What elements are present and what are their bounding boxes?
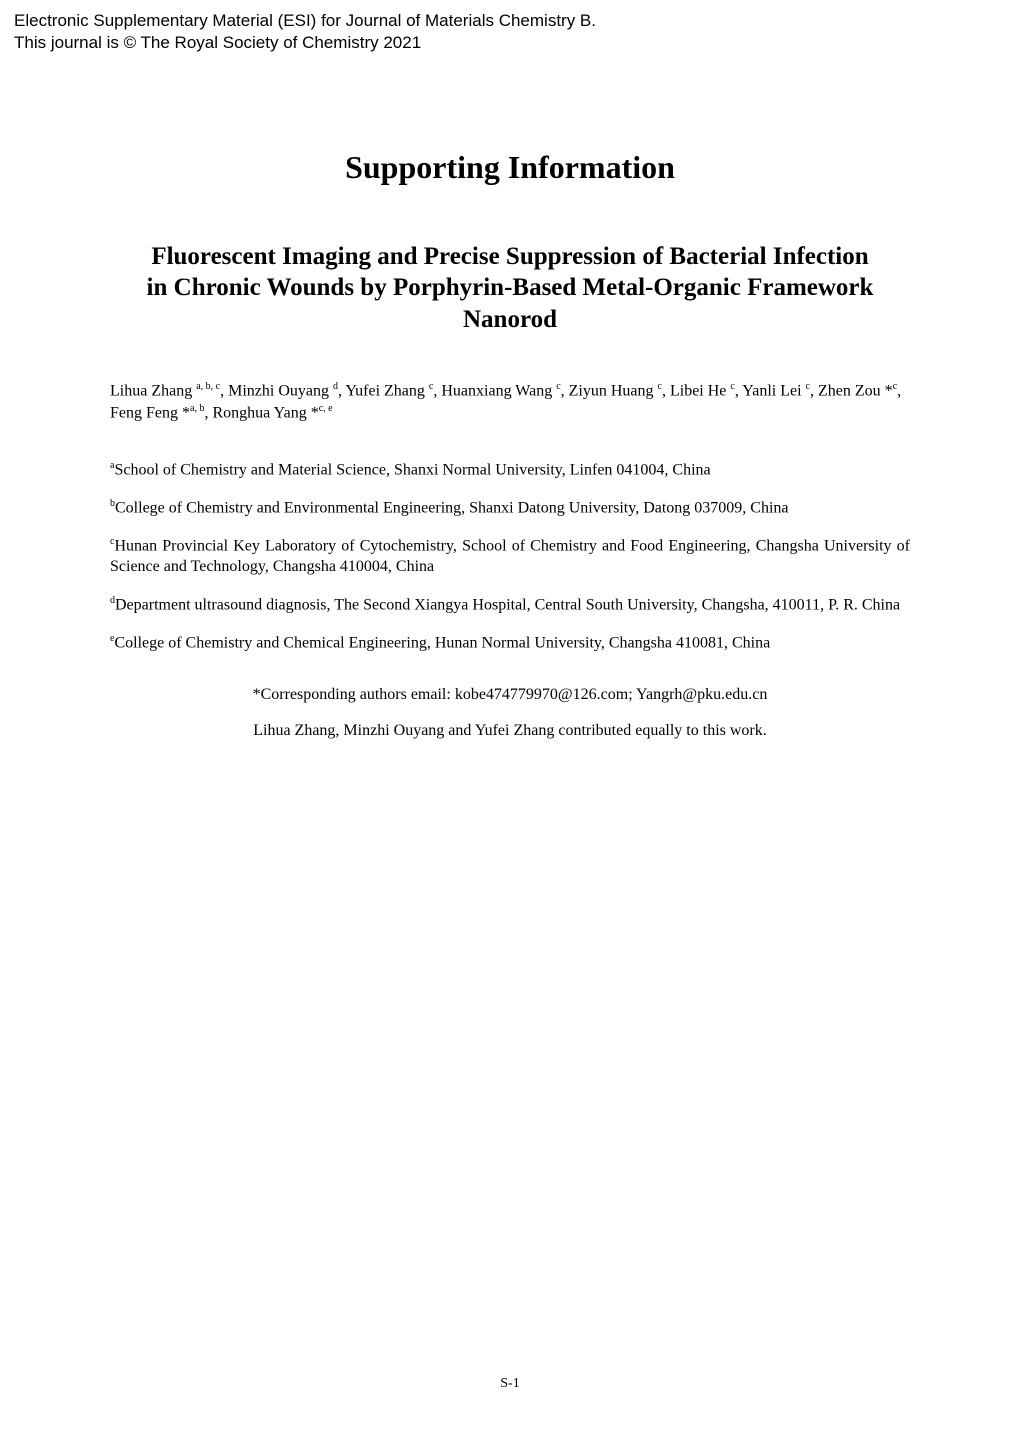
main-title: Supporting Information <box>110 149 910 186</box>
affil-text: College of Chemistry and Chemical Engine… <box>114 634 770 651</box>
corresponding-authors: *Corresponding authors email: kobe474779… <box>110 686 910 704</box>
affiliation-a: aSchool of Chemistry and Material Scienc… <box>110 459 910 481</box>
author-affil-sup: a, b <box>190 403 204 414</box>
affil-text: College of Chemistry and Environmental E… <box>115 499 789 516</box>
author-sep: , Yufei Zhang <box>338 382 429 399</box>
affiliation-e: eCollege of Chemistry and Chemical Engin… <box>110 632 910 654</box>
author-affil-sup: c, e <box>319 403 333 414</box>
page-number: S-1 <box>0 1376 1020 1392</box>
author-sep: , Yanli Lei <box>735 382 806 399</box>
esi-header: Electronic Supplementary Material (ESI) … <box>0 0 1020 54</box>
author-sep: , <box>810 382 818 399</box>
author-sep: , <box>220 382 228 399</box>
affiliation-b: bCollege of Chemistry and Environmental … <box>110 497 910 519</box>
author-sep: , Ronghua Yang * <box>204 404 318 421</box>
article-subtitle: Fluorescent Imaging and Precise Suppress… <box>140 241 880 335</box>
author-name: Minzhi Ouyang <box>228 382 333 399</box>
affiliation-c: cHunan Provincial Key Laboratory of Cyto… <box>110 535 910 578</box>
contribution-note: Lihua Zhang, Minzhi Ouyang and Yufei Zha… <box>110 722 910 740</box>
esi-line-1: Electronic Supplementary Material (ESI) … <box>14 10 1006 32</box>
author-sep: , Libei He <box>662 382 730 399</box>
authors-list: Lihua Zhang a, b, c, Minzhi Ouyang d, Yu… <box>110 380 910 424</box>
affil-text: Department ultrasound diagnosis, The Sec… <box>115 596 900 613</box>
affiliation-d: dDepartment ultrasound diagnosis, The Se… <box>110 594 910 616</box>
author-affil-sup: a, b, c <box>196 381 220 392</box>
author-sep: , Huanxiang Wang <box>433 382 556 399</box>
esi-line-2: This journal is © The Royal Society of C… <box>14 32 1006 54</box>
affil-text: Hunan Provincial Key Laboratory of Cytoc… <box>110 537 910 575</box>
affil-text: School of Chemistry and Material Science… <box>114 461 710 478</box>
page-content: Supporting Information Fluorescent Imagi… <box>0 149 1020 740</box>
author-name: Zhen Zou * <box>818 382 893 399</box>
author-sep: , Ziyun Huang <box>561 382 658 399</box>
author-name: Lihua Zhang <box>110 382 196 399</box>
